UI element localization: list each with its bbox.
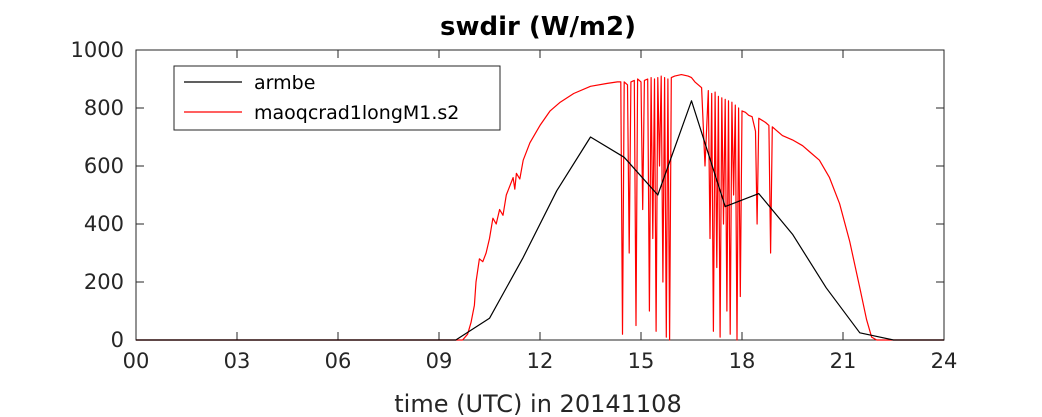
x-tick-label: 00 bbox=[123, 349, 150, 373]
legend-entry: armbe bbox=[254, 72, 315, 94]
y-tick-label: 600 bbox=[84, 154, 124, 178]
x-tick-label: 24 bbox=[931, 349, 958, 373]
x-tick-label: 18 bbox=[729, 349, 756, 373]
x-tick-label: 06 bbox=[325, 349, 352, 373]
x-axis-label: time (UTC) in 20141108 bbox=[394, 390, 681, 417]
y-tick-label: 1000 bbox=[71, 38, 124, 62]
y-tick-label: 0 bbox=[111, 328, 124, 352]
x-tick-label: 09 bbox=[426, 349, 453, 373]
x-tick-label: 15 bbox=[628, 349, 655, 373]
x-tick-label: 21 bbox=[830, 349, 857, 373]
chart-title: swdir (W/m2) bbox=[440, 12, 636, 42]
x-tick-label: 12 bbox=[527, 349, 554, 373]
series-line-armbe bbox=[136, 100, 944, 341]
y-tick-label: 800 bbox=[84, 96, 124, 120]
series-line-maoqcrad1longM1 bbox=[136, 74, 944, 341]
y-tick-label: 400 bbox=[84, 212, 124, 236]
legend-box bbox=[173, 65, 501, 131]
x-tick-label: 03 bbox=[224, 349, 251, 373]
legend: armbe maoqcrad1longM1.s2 bbox=[173, 65, 501, 131]
legend-entry: maoqcrad1longM1.s2 bbox=[254, 102, 459, 124]
y-tick-label: 200 bbox=[84, 270, 124, 294]
